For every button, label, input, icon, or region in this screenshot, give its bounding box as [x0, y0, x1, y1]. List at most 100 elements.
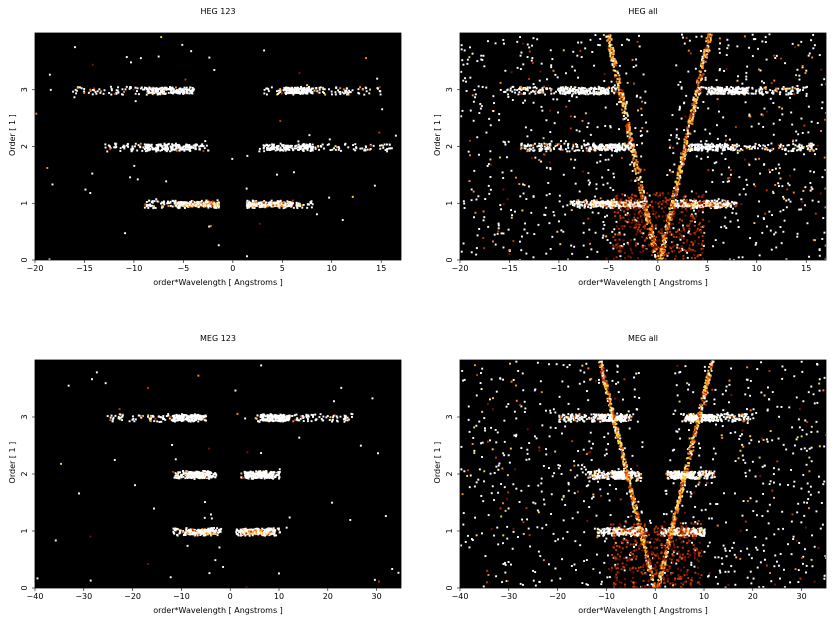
heatmap-pixel	[579, 87, 582, 90]
heatmap-pixel	[618, 148, 621, 151]
heatmap-pixel	[636, 144, 639, 146]
heatmap-pixel	[683, 153, 686, 156]
heatmap-pixel	[601, 87, 604, 89]
heatmap-pixel	[526, 145, 529, 148]
heatmap-pixel	[593, 199, 596, 202]
heatmap-pixel	[255, 205, 258, 207]
heatmap-pixel	[594, 34, 597, 37]
heatmap-pixel	[624, 194, 626, 197]
heatmap-pixel	[750, 125, 753, 128]
heatmap-pixel	[638, 45, 641, 48]
heatmap-pixel	[759, 145, 762, 147]
heatmap-pixel	[596, 250, 599, 253]
heatmap-pixel	[379, 93, 382, 96]
heatmap-pixel	[612, 46, 615, 49]
heatmap-pixel	[700, 91, 703, 94]
heatmap-pixel	[559, 148, 562, 151]
heatmap-pixel	[618, 76, 621, 79]
heatmap-pixel	[298, 203, 301, 206]
heatmap-pixel	[331, 148, 334, 151]
heatmap-pixel	[569, 203, 572, 205]
heatmap-pixel	[271, 143, 274, 146]
heatmap-pixel	[737, 86, 740, 88]
heatmap-pixel	[774, 89, 777, 92]
heatmap-pixel	[307, 88, 310, 91]
heatmap-pixel	[460, 44, 463, 47]
heatmap-pixel	[730, 204, 732, 207]
heatmap-pixel	[476, 60, 479, 63]
heatmap-pixel	[735, 212, 738, 215]
heatmap-pixel	[549, 88, 552, 91]
heatmap-pixel	[621, 201, 624, 204]
heatmap-pixel	[618, 94, 621, 97]
heatmap-pixel	[573, 203, 576, 205]
heatmap-pixel	[143, 203, 146, 206]
heatmap-pixel	[147, 143, 150, 146]
heatmap-pixel	[384, 149, 387, 152]
heatmap-pixel	[728, 138, 731, 141]
heatmap-pixel	[612, 172, 615, 175]
heatmap-pixel	[774, 184, 777, 186]
heatmap-pixel	[633, 145, 636, 148]
heatmap-pixel	[727, 44, 730, 47]
heatmap-pixel	[784, 153, 787, 156]
heatmap-pixel	[603, 73, 606, 76]
heatmap-pixel	[636, 242, 639, 245]
heatmap-pixel	[465, 80, 468, 83]
heatmap-pixel	[610, 143, 613, 146]
heatmap-pixel	[573, 166, 576, 169]
heatmap-pixel	[231, 157, 234, 160]
heatmap-pixel	[780, 242, 783, 245]
heatmap-pixel	[585, 144, 588, 146]
heatmap-pixel	[464, 77, 467, 80]
heatmap-pixel	[309, 90, 312, 93]
heatmap-pixel	[262, 203, 264, 206]
heatmap-pixel	[489, 188, 492, 191]
heatmap-pixel	[256, 202, 259, 205]
heatmap-pixel	[631, 146, 634, 149]
heatmap-pixel	[582, 231, 585, 234]
heatmap-pixel	[682, 162, 685, 165]
heatmap-pixel	[781, 185, 784, 188]
heatmap-pixel	[606, 148, 609, 151]
heatmap-pixel	[704, 145, 707, 148]
heatmap-pixel	[740, 90, 743, 93]
heatmap-pixel	[630, 142, 633, 145]
heatmap-pixel	[629, 163, 632, 166]
heatmap-pixel	[198, 205, 200, 208]
heatmap-pixel	[266, 147, 269, 150]
heatmap-pixel	[303, 90, 306, 93]
heatmap-pixel	[624, 105, 627, 108]
heatmap-pixel	[519, 88, 522, 91]
heatmap-pixel	[704, 76, 707, 79]
heatmap-pixel	[723, 70, 726, 72]
heatmap-pixel	[520, 89, 523, 92]
heatmap-pixel	[700, 88, 703, 91]
heatmap-pixel	[621, 144, 624, 147]
heatmap-pixel	[587, 93, 590, 96]
heatmap-pixel	[687, 135, 690, 138]
heatmap-pixel	[630, 179, 632, 182]
heatmap-pixel	[722, 93, 725, 96]
heatmap-pixel	[383, 143, 386, 146]
heatmap-pixel	[603, 88, 606, 91]
heatmap-pixel	[250, 203, 253, 206]
heatmap-pixel	[136, 87, 139, 90]
heatmap-pixel	[702, 200, 705, 203]
heatmap-pixel	[530, 211, 533, 214]
heatmap-pixel	[266, 205, 269, 208]
heatmap-pixel	[741, 82, 744, 85]
heatmap-pixel	[545, 87, 548, 90]
heatmap-pixel	[195, 143, 198, 146]
heatmap-pixel	[198, 148, 201, 151]
heatmap-pixel	[772, 92, 775, 95]
heatmap-pixel	[509, 89, 512, 92]
heatmap-pixel	[381, 108, 384, 111]
heatmap-pixel	[574, 86, 577, 89]
heatmap-pixel	[716, 203, 718, 206]
heatmap-pixel	[676, 142, 679, 145]
heatmap-pixel	[818, 254, 821, 257]
heatmap-pixel	[697, 204, 700, 206]
heatmap-pixel	[640, 155, 643, 158]
heatmap-pixel	[811, 56, 814, 59]
